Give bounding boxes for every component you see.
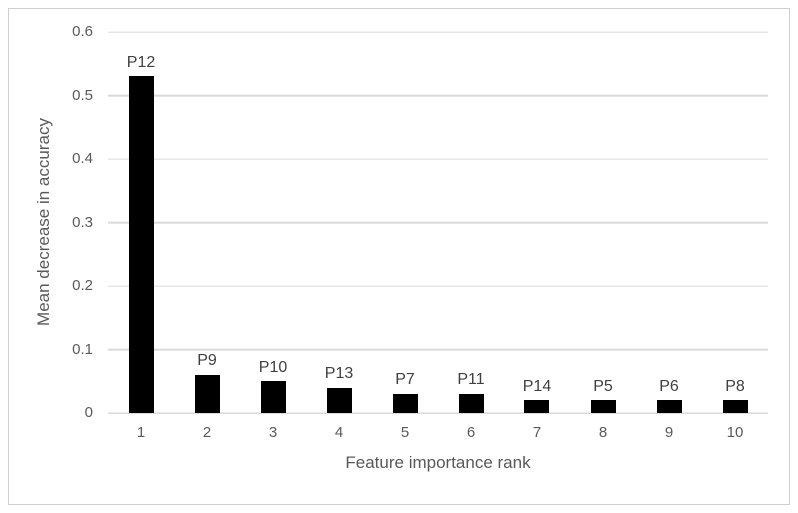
x-axis-ticks: 1 2 3 4 5 6 7 8 9 10: [108, 423, 768, 443]
bar-data-label: P12: [126, 53, 156, 71]
bar-data-label: P10: [258, 358, 288, 376]
gridline: [108, 94, 768, 97]
gridline: [108, 221, 768, 224]
gridline: [108, 348, 768, 351]
x-tick-label: 8: [598, 424, 608, 441]
x-tick-label: 1: [136, 424, 146, 441]
y-tick-label: 0.4: [72, 150, 93, 167]
bar: [128, 76, 154, 413]
bar: [590, 400, 616, 413]
x-tick-label: 2: [202, 424, 212, 441]
y-tick-label: 0.2: [72, 277, 93, 294]
bar: [458, 393, 484, 413]
y-axis-ticks: 0 0.1 0.2 0.3 0.4 0.5 0.6: [0, 23, 93, 421]
bar: [722, 400, 748, 413]
y-tick-label: 0.5: [72, 86, 93, 104]
bar-data-label: P13: [324, 365, 354, 383]
bar: [194, 374, 220, 413]
x-axis-title: Feature importance rank: [345, 453, 531, 472]
bar-data-label: P11: [457, 371, 485, 389]
y-tick-label: 0.3: [72, 213, 93, 231]
bar-data-label: P5: [593, 377, 613, 395]
bar: [326, 387, 352, 413]
bar: [392, 393, 418, 413]
y-tick-label: 0.6: [72, 23, 93, 40]
bar-data-label: P6: [659, 377, 679, 395]
gridline: [108, 158, 768, 160]
bar: [656, 400, 682, 413]
gridline: [108, 285, 768, 287]
x-axis-line: [108, 412, 768, 414]
x-tick-label: 5: [400, 424, 410, 441]
bar: [260, 381, 286, 413]
x-tick-label: 7: [532, 424, 542, 441]
bar-data-label: P9: [197, 352, 217, 370]
y-tick-label: 0: [84, 404, 93, 421]
bar-data-label: P8: [725, 377, 745, 395]
x-tick-label: 3: [268, 424, 278, 441]
plot-area: P12 P9 P10 P13 P7 P11 P14 P5 P6 P8: [108, 31, 768, 414]
x-tick-label: 10: [726, 424, 744, 441]
y-tick-label: 0.1: [72, 340, 93, 358]
x-tick-label: 4: [334, 424, 344, 441]
gridline: [108, 31, 768, 33]
x-tick-label: 9: [664, 424, 674, 441]
x-tick-label: 6: [466, 424, 476, 441]
bar: [524, 400, 550, 413]
bar-data-label: P7: [395, 371, 415, 389]
bar-data-label: P14: [522, 377, 552, 395]
